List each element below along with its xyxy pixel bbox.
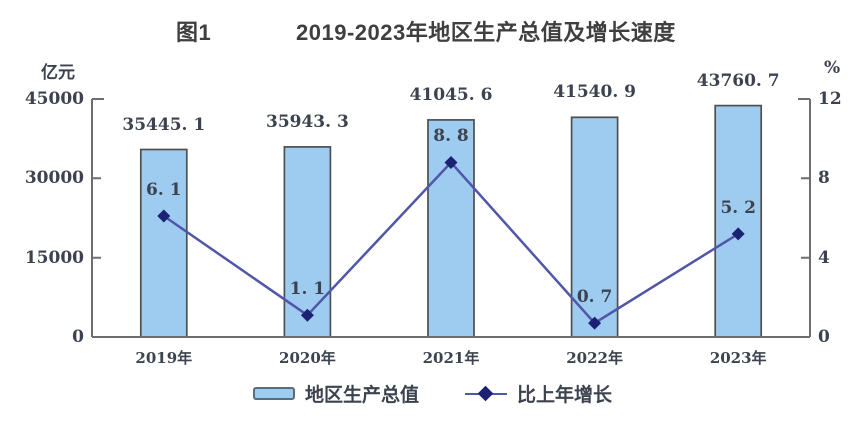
growth-marker-icon [588,316,602,330]
growth-marker-icon [444,156,458,169]
legend-item-growth: 比上年增长 [465,380,612,407]
axis-frame [91,98,811,338]
chart-title: 2019-2023年地区生产总值及增长速度 [296,20,676,45]
gdp-bar [714,104,763,338]
legend-diamond-icon [477,385,494,401]
gdp-bar [427,119,475,338]
figure-number: 图1 [176,20,212,45]
bar-swatch-icon [252,387,295,400]
left-axis-unit-label: 亿元 [41,63,75,82]
right-axis-unit-label: % [824,58,841,78]
legend-label-growth: 比上年增长 [517,385,613,406]
growth-marker-icon [300,308,314,322]
gdp-bar [283,146,332,338]
legend-label-gdp: 地区生产总值 [304,385,419,406]
growth-marker-icon [157,209,171,223]
legend-item-gdp: 地区生产总值 [252,380,419,407]
growth-marker-icon [731,227,745,241]
gdp-bar [139,148,188,338]
line-swatch-icon [465,385,507,401]
legend: 地区生产总值 比上年增长 [0,380,865,407]
